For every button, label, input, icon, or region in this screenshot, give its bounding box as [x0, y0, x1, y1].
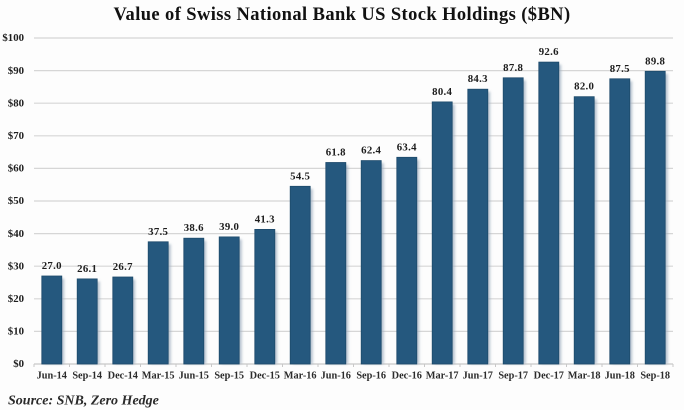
- svg-text:$70: $70: [8, 130, 24, 142]
- svg-text:54.5: 54.5: [290, 170, 310, 182]
- svg-text:$30: $30: [8, 260, 24, 272]
- svg-text:Dec-17: Dec-17: [534, 371, 564, 382]
- svg-text:63.4: 63.4: [397, 141, 417, 153]
- svg-text:82.0: 82.0: [574, 81, 594, 93]
- svg-text:89.8: 89.8: [645, 55, 665, 67]
- svg-text:$60: $60: [8, 163, 24, 175]
- svg-text:Jun-18: Jun-18: [605, 371, 635, 382]
- svg-text:Mar-17: Mar-17: [426, 371, 459, 382]
- svg-text:Sep-14: Sep-14: [72, 371, 102, 382]
- svg-text:41.3: 41.3: [255, 213, 275, 225]
- svg-text:84.3: 84.3: [468, 73, 488, 85]
- svg-text:$40: $40: [8, 228, 24, 240]
- svg-text:Dec-14: Dec-14: [108, 371, 138, 382]
- svg-text:62.4: 62.4: [361, 145, 381, 157]
- svg-text:$10: $10: [8, 326, 24, 338]
- svg-text:Jun-16: Jun-16: [321, 371, 351, 382]
- svg-text:38.6: 38.6: [184, 222, 204, 234]
- svg-text:Value of Swiss National Bank U: Value of Swiss National Bank US Stock Ho…: [113, 5, 570, 25]
- svg-text:$20: $20: [8, 293, 24, 305]
- svg-text:Mar-16: Mar-16: [284, 371, 317, 382]
- svg-text:Mar-18: Mar-18: [568, 371, 601, 382]
- svg-text:Sep-17: Sep-17: [498, 371, 528, 382]
- svg-text:$80: $80: [8, 97, 24, 109]
- svg-text:Sep-18: Sep-18: [640, 371, 670, 382]
- svg-text:26.7: 26.7: [113, 261, 133, 273]
- svg-text:39.0: 39.0: [219, 221, 239, 233]
- svg-text:87.5: 87.5: [610, 63, 630, 75]
- svg-text:37.5: 37.5: [148, 226, 168, 238]
- svg-text:Sep-16: Sep-16: [356, 371, 386, 382]
- svg-text:Jun-15: Jun-15: [179, 371, 209, 382]
- svg-text:Jun-17: Jun-17: [463, 371, 493, 382]
- svg-text:61.8: 61.8: [326, 147, 346, 159]
- svg-text:Source: SNB, Zero Hedge: Source: SNB, Zero Hedge: [8, 394, 159, 409]
- svg-text:92.6: 92.6: [539, 46, 559, 58]
- svg-text:$0: $0: [13, 358, 24, 370]
- svg-text:$100: $100: [2, 32, 24, 44]
- svg-text:80.4: 80.4: [432, 86, 452, 98]
- svg-text:87.8: 87.8: [503, 62, 523, 74]
- svg-text:26.1: 26.1: [77, 263, 97, 275]
- svg-text:Mar-15: Mar-15: [142, 371, 175, 382]
- svg-text:$50: $50: [8, 195, 24, 207]
- svg-text:27.0: 27.0: [42, 260, 62, 272]
- svg-text:Dec-16: Dec-16: [392, 371, 422, 382]
- svg-text:$90: $90: [8, 65, 24, 77]
- svg-text:Sep-15: Sep-15: [214, 371, 244, 382]
- svg-text:Dec-15: Dec-15: [250, 371, 280, 382]
- svg-text:Jun-14: Jun-14: [37, 371, 67, 382]
